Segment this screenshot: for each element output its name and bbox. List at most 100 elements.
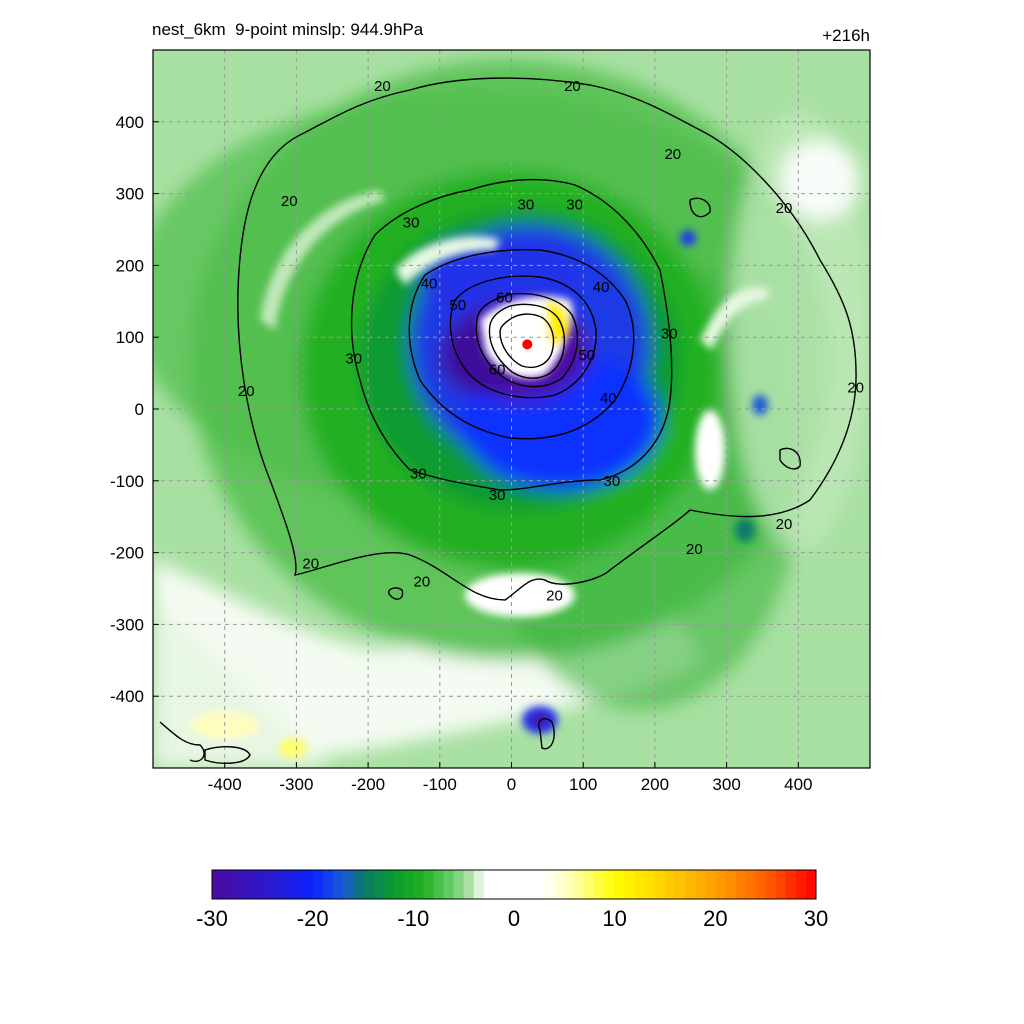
colorbar-segment [403,870,414,899]
contour-label: 30 [345,351,362,368]
colorbar-segment [805,870,817,899]
colorbar-segment [715,870,726,899]
contour-label: 20 [776,516,793,533]
colorbar-segment [483,870,495,899]
colorbar-segment [755,870,767,899]
colorbar-segment [363,870,374,899]
contour-40 [408,248,635,440]
contour-20 [237,77,857,601]
colorbar-segment [665,870,676,899]
colorbar-segment [765,870,777,899]
y-tick-label: 300 [116,185,144,204]
y-tick-label: 400 [116,113,144,132]
contour-label: 60 [489,362,506,379]
contour-label: 20 [776,200,793,217]
contour-label: 20 [686,541,703,558]
colorbar-segment [242,870,253,899]
contour-label: 30 [410,466,427,483]
contour-label: 30 [489,487,506,504]
y-tick-label: -200 [110,544,144,563]
contour-label: 20 [374,78,391,95]
colorbar-tick-label: -30 [196,906,228,931]
colorbar-segment [433,870,445,899]
colorbar-tick-label: 10 [602,906,626,931]
colorbar-segment [735,870,747,899]
colorbar-segment [443,870,455,899]
x-tick-label: 300 [712,775,740,794]
colorbar-tick-label: 20 [703,906,727,931]
colorbar-frame [211,869,817,900]
colorbar-segment [322,870,334,899]
colorbar-segment [795,870,807,899]
colorbar-segment [705,870,716,899]
x-tick-label: 200 [641,775,669,794]
contour-label: 20 [564,78,581,95]
x-tick-label: -300 [279,775,313,794]
contour-label: 50 [449,297,466,314]
colorbar-segment [564,870,575,899]
contour-label: 30 [566,196,583,213]
contour-label: 30 [403,214,420,231]
colorbar-tick-label: 0 [508,906,520,931]
x-tick-label: 100 [569,775,597,794]
colorbar: -30 -20 -10 0 10 20 30 [196,869,828,931]
contour-label: 20 [281,193,298,210]
colorbar-segment [604,870,616,899]
y-axis: -400 -300 -200 -100 0 100 200 300 400 [110,113,159,706]
colorbar-tick-label: -10 [397,906,429,931]
colorbar-tick-label: -20 [297,906,329,931]
contour-label: 40 [593,279,610,296]
y-tick-label: 0 [135,400,144,419]
x-tick-label: 0 [507,775,516,794]
colorbar-segment [373,870,384,899]
colorbar-segment [332,870,344,899]
contour-label: 20 [546,588,563,605]
contour-30 [350,178,673,491]
y-tick-label: -100 [110,472,144,491]
contour-small [388,587,404,600]
colorbar-segment [725,870,736,899]
colorbar-segment [352,870,364,899]
contour-small [779,447,801,470]
x-tick-label: -400 [208,775,242,794]
colorbar-segment [413,870,424,899]
colorbar-segment [675,870,686,899]
colorbar-segment [252,870,263,899]
colorbar-segment [222,870,233,899]
y-tick-label: 100 [116,328,144,347]
colorbar-segment [745,870,757,899]
chart-title: nest_6km 9-point minslp: 944.9hPa [152,20,424,39]
contour-label: 60 [496,290,513,307]
colorbar-segment [453,870,465,899]
contour-label: 20 [302,555,319,572]
contour-label: 40 [421,275,438,292]
colorbar-segment [473,870,485,899]
colorbar-segment [423,870,434,899]
contour-small [159,721,251,764]
colorbar-segment [644,870,656,899]
colorbar-segment [554,870,565,899]
colorbar-segment [514,870,525,899]
contour-label: 40 [600,390,617,407]
contour-label: 30 [604,473,621,490]
colorbar-segment [312,870,324,899]
x-axis: -400 -300 -200 -100 0 100 200 300 400 [208,762,812,794]
colorbar-segment [785,870,797,899]
colorbar-segment [292,870,304,899]
colorbar-tick-label: 30 [804,906,828,931]
forecast-hour-label: +216h [822,26,870,45]
contour-50 [449,275,597,399]
colorbar-segment [695,870,706,899]
contour-label: 20 [238,383,255,400]
storm-center-marker [522,339,533,350]
contour-label: 30 [661,326,678,343]
contour-60 [475,292,579,388]
contour-small [689,197,711,218]
colorbar-segment [302,870,314,899]
contour-70 [488,303,566,379]
contour-label: 20 [847,379,864,396]
colorbar-segment [463,870,475,899]
contour-80 [499,313,555,369]
y-tick-label: 200 [116,256,144,275]
